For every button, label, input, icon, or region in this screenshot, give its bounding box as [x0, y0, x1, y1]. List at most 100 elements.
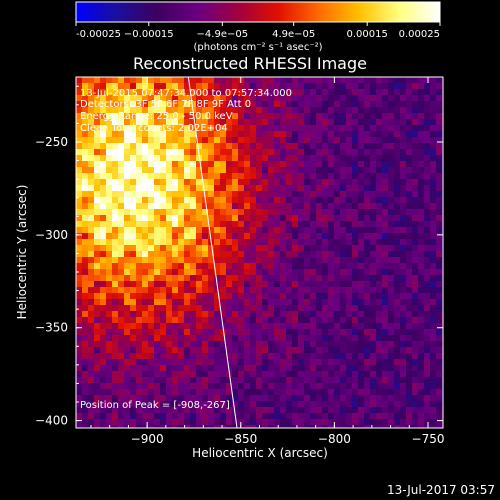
heatmap-cell	[184, 191, 190, 197]
heatmap-cell	[166, 293, 172, 299]
heatmap-cell	[310, 209, 316, 215]
heatmap-cell	[310, 131, 316, 137]
heatmap-cell	[286, 359, 292, 365]
heatmap-cell	[418, 407, 424, 413]
heatmap-cell	[166, 191, 172, 197]
heatmap-cell	[382, 365, 388, 371]
heatmap-cell	[124, 293, 130, 299]
heatmap-cell	[424, 143, 430, 149]
heatmap-cell	[124, 383, 130, 389]
heatmap-cell	[196, 191, 202, 197]
heatmap-cell	[358, 317, 364, 323]
heatmap-cell	[238, 95, 244, 101]
annotation-detectors: Detectors: 3F 5F 6F 7F 8F 9F Att 0	[80, 99, 251, 110]
heatmap-cell	[148, 113, 154, 119]
heatmap-cell	[244, 221, 250, 227]
heatmap-cell	[328, 323, 334, 329]
heatmap-cell	[268, 125, 274, 131]
heatmap-cell	[400, 77, 406, 83]
heatmap-cell	[334, 239, 340, 245]
heatmap-cell	[226, 359, 232, 365]
heatmap-cell	[178, 257, 184, 263]
heatmap-cell	[166, 89, 172, 95]
heatmap-cell	[166, 245, 172, 251]
heatmap-cell	[310, 287, 316, 293]
heatmap-cell	[178, 233, 184, 239]
heatmap-cell	[364, 329, 370, 335]
heatmap-cell	[88, 173, 94, 179]
heatmap-cell	[208, 305, 214, 311]
heatmap-cell	[184, 107, 190, 113]
heatmap-cell	[178, 335, 184, 341]
heatmap-cell	[112, 251, 118, 257]
heatmap-cell	[436, 83, 442, 89]
heatmap-cell	[238, 149, 244, 155]
heatmap-cell	[298, 95, 304, 101]
heatmap-cell	[166, 119, 172, 125]
heatmap-cell	[112, 125, 118, 131]
heatmap-cell	[154, 149, 160, 155]
heatmap-cell	[232, 221, 238, 227]
heatmap-cell	[232, 173, 238, 179]
heatmap-cell	[388, 347, 394, 353]
heatmap-cell	[118, 107, 124, 113]
heatmap-cell	[346, 83, 352, 89]
heatmap-cell	[394, 173, 400, 179]
heatmap-cell	[382, 263, 388, 269]
heatmap-cell	[100, 353, 106, 359]
heatmap-cell	[136, 281, 142, 287]
heatmap-cell	[346, 341, 352, 347]
heatmap-cell	[226, 131, 232, 137]
heatmap-cell	[226, 257, 232, 263]
heatmap-cell	[112, 365, 118, 371]
heatmap-cell	[310, 245, 316, 251]
heatmap-cell	[82, 407, 88, 413]
heatmap-cell	[166, 305, 172, 311]
heatmap-cell	[268, 275, 274, 281]
heatmap-cell	[160, 131, 166, 137]
heatmap-cell	[76, 353, 82, 359]
heatmap-cell	[106, 233, 112, 239]
heatmap-cell	[364, 119, 370, 125]
heatmap-cell	[304, 131, 310, 137]
heatmap-cell	[100, 329, 106, 335]
heatmap-cell	[262, 299, 268, 305]
heatmap-cell	[256, 179, 262, 185]
heatmap-cell	[244, 353, 250, 359]
heatmap-cell	[418, 101, 424, 107]
heatmap-cell	[436, 143, 442, 149]
heatmap-cell	[292, 197, 298, 203]
heatmap-cell	[382, 95, 388, 101]
heatmap-cell	[262, 341, 268, 347]
heatmap-cell	[124, 143, 130, 149]
heatmap-cell	[250, 293, 256, 299]
heatmap-cell	[166, 347, 172, 353]
heatmap-cell	[406, 353, 412, 359]
heatmap-cell	[136, 347, 142, 353]
heatmap-cell	[376, 395, 382, 401]
heatmap-cell	[112, 113, 118, 119]
heatmap-cell	[274, 311, 280, 317]
heatmap-cell	[316, 119, 322, 125]
heatmap-cell	[124, 353, 130, 359]
heatmap-cell	[436, 347, 442, 353]
heatmap-cell	[274, 131, 280, 137]
heatmap-cell	[292, 119, 298, 125]
heatmap-cell	[172, 257, 178, 263]
heatmap-cell	[304, 227, 310, 233]
heatmap-cell	[142, 161, 148, 167]
heatmap-cell	[82, 167, 88, 173]
heatmap-cell	[82, 119, 88, 125]
heatmap-cell	[316, 323, 322, 329]
heatmap-cell	[148, 347, 154, 353]
heatmap-cell	[256, 335, 262, 341]
heatmap-cell	[334, 341, 340, 347]
heatmap-cell	[250, 407, 256, 413]
heatmap-cell	[154, 275, 160, 281]
heatmap-cell	[196, 275, 202, 281]
heatmap-cell	[172, 365, 178, 371]
heatmap-cell	[412, 101, 418, 107]
heatmap-cell	[340, 215, 346, 221]
heatmap-cell	[436, 425, 442, 428]
heatmap-cell	[208, 155, 214, 161]
